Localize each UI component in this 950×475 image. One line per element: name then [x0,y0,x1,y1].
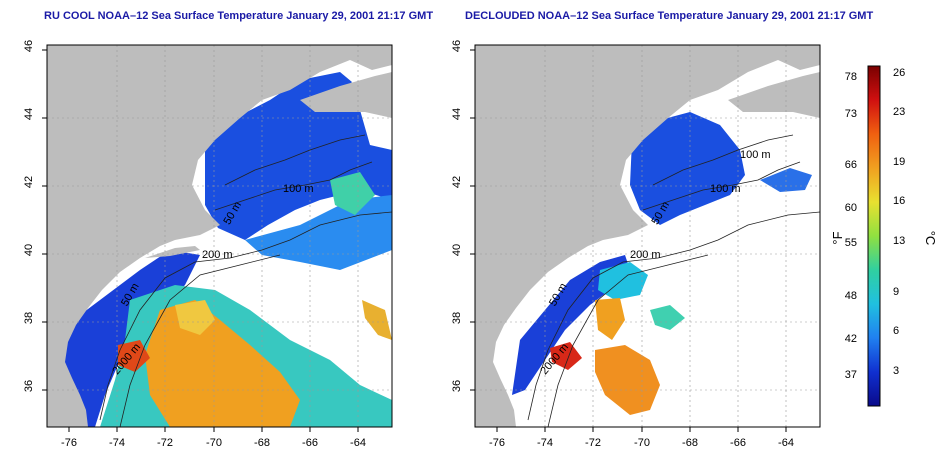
lon-label: -76 [61,437,77,449]
nova-scotia-left [300,72,392,118]
plot-frame-right [474,44,821,428]
c-tick: 9 [893,286,899,298]
lat-label: 36 [451,380,463,392]
c-tick: 6 [893,325,899,337]
contour-label-left-1: 100 m [283,183,314,195]
graticule-left [47,45,392,427]
plot-frame-left [46,44,393,428]
lat-label: 40 [23,244,35,256]
colorbar-fahrenheit-ticks: 78 73 66 60 55 48 42 37 [845,71,857,381]
c-tick: 23 [893,106,905,118]
lon-label: -74 [109,437,125,449]
f-tick: 78 [845,71,857,83]
sst-far-warm-left [362,300,392,340]
lat-label: 38 [451,312,463,324]
fahrenheit-unit-label: °F [830,231,845,244]
sst-eddy-left [175,300,215,335]
lon-label: -72 [585,437,601,449]
lat-label: 46 [451,40,463,52]
panel-title-left: RU COOL NOAA–12 Sea Surface Temperature … [44,10,434,22]
lon-label: -66 [302,437,318,449]
c-tick: 19 [893,156,905,168]
f-tick: 60 [845,202,857,214]
lon-label: -68 [682,437,698,449]
f-tick: 73 [845,108,857,120]
lat-tick-labels-left: 46 44 42 40 38 36 [23,40,35,392]
celsius-unit-label: °C [923,231,938,246]
lat-label: 44 [23,108,35,120]
contour-label-right-4: 200 m [630,249,661,261]
lon-label: -74 [537,437,553,449]
f-tick: 66 [845,159,857,171]
lon-label: -64 [350,437,366,449]
lon-label: -70 [634,437,650,449]
lon-label: -72 [157,437,173,449]
colorbar-celsius-ticks: 26 23 19 16 13 9 6 3 [893,67,905,377]
f-tick: 37 [845,369,857,381]
c-tick: 16 [893,195,905,207]
axis-ticks-left [42,49,359,432]
lat-label: 42 [23,176,35,188]
f-tick: 42 [845,333,857,345]
c-tick: 3 [893,365,899,377]
colorbar: 78 73 66 60 55 48 42 37 26 23 19 16 13 9… [830,65,938,407]
land-left [47,45,392,427]
c-tick: 13 [893,235,905,247]
lon-label: -70 [206,437,222,449]
land-right [475,45,820,427]
lat-label: 38 [23,312,35,324]
c-tick: 26 [893,67,905,79]
sst-hot-core-left [118,340,150,372]
map-panel-right: 100 m 100 m 50 m 200 m 50 m 2000 m -76 -… [451,40,821,449]
lat-label: 36 [23,380,35,392]
lon-label: -68 [254,437,270,449]
graticule-right [475,45,820,427]
nova-scotia-right [728,72,820,118]
lon-tick-labels-left: -76 -74 -72 -70 -68 -66 -64 [61,437,366,449]
contour-label-left-3: 200 m [202,249,233,261]
sst-teal-patch-right [650,305,685,330]
lat-label: 46 [23,40,35,52]
sst-warm-south-right [595,345,660,415]
contours-right [527,134,820,427]
lat-label: 40 [451,244,463,256]
f-tick: 55 [845,237,857,249]
long-island-left [145,246,200,258]
contour-label-right-1: 100 m [740,149,771,161]
sst-hot-core-right [550,342,582,370]
lon-label: -66 [730,437,746,449]
panel-title-right: DECLOUDED NOAA–12 Sea Surface Temperatur… [465,10,874,22]
sst-teal-patch-left [330,172,375,215]
sst-cyan-band-right [598,262,648,300]
colorbar-scale [867,65,881,407]
lat-tick-labels-right: 46 44 42 40 38 36 [451,40,463,392]
contour-label-right-2: 100 m [710,183,741,195]
sst-gulfstream-left [145,300,300,427]
sst-warm-right [595,298,625,340]
contours-left [99,134,392,427]
lat-label: 42 [451,176,463,188]
lon-label: -76 [489,437,505,449]
lat-label: 44 [451,108,463,120]
axis-ticks-right [470,49,787,432]
lon-label: -64 [778,437,794,449]
map-panel-left: 100 m 50 m 200 m 50 m 2000 m -76 -74 -72… [23,40,393,449]
lon-tick-labels-right: -76 -74 -72 -70 -68 -66 -64 [489,437,794,449]
f-tick: 48 [845,290,857,302]
